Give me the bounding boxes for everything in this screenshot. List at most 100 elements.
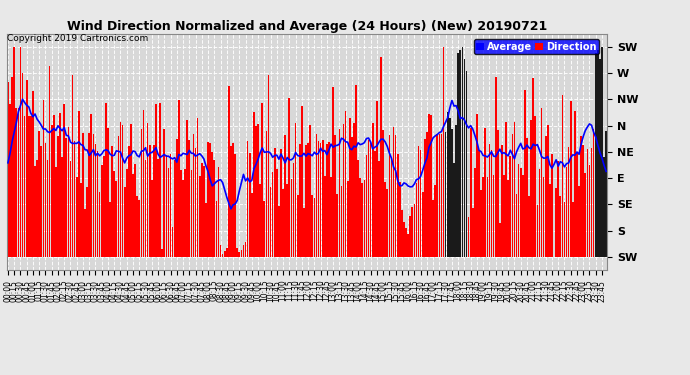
Bar: [589, 165, 591, 257]
Bar: [305, 146, 307, 257]
Bar: [374, 152, 375, 257]
Bar: [413, 204, 415, 257]
Bar: [55, 167, 57, 257]
Bar: [276, 170, 277, 257]
Bar: [45, 143, 46, 257]
Bar: [417, 147, 420, 257]
Bar: [489, 144, 491, 257]
Bar: [186, 120, 188, 257]
Bar: [345, 111, 346, 257]
Bar: [547, 125, 549, 257]
Bar: [286, 184, 288, 257]
Bar: [535, 116, 536, 257]
Bar: [422, 192, 424, 257]
Bar: [560, 195, 561, 257]
Bar: [362, 183, 363, 257]
Bar: [370, 142, 371, 257]
Bar: [411, 207, 413, 257]
Bar: [205, 203, 207, 257]
Bar: [164, 129, 165, 257]
Bar: [388, 135, 391, 257]
Bar: [207, 141, 209, 257]
Bar: [9, 104, 11, 257]
Bar: [509, 156, 511, 257]
Bar: [17, 108, 19, 257]
Bar: [97, 151, 99, 257]
Bar: [7, 82, 9, 257]
Bar: [166, 154, 167, 257]
Bar: [319, 143, 322, 257]
Bar: [551, 154, 553, 257]
Bar: [322, 140, 324, 257]
Bar: [161, 249, 163, 257]
Bar: [526, 138, 528, 257]
Bar: [188, 140, 190, 257]
Bar: [328, 142, 330, 257]
Bar: [555, 188, 557, 257]
Bar: [19, 47, 21, 257]
Bar: [505, 122, 507, 257]
Bar: [132, 174, 134, 257]
Bar: [30, 116, 32, 257]
Bar: [531, 120, 532, 257]
Bar: [278, 206, 279, 257]
Bar: [213, 160, 215, 257]
Bar: [593, 129, 595, 257]
Bar: [209, 143, 211, 257]
Bar: [601, 47, 603, 257]
Bar: [119, 122, 121, 257]
Bar: [545, 136, 546, 257]
Bar: [103, 156, 105, 257]
Bar: [426, 132, 428, 257]
Bar: [149, 145, 150, 257]
Bar: [309, 124, 311, 257]
Bar: [239, 252, 240, 257]
Bar: [326, 144, 328, 257]
Bar: [235, 154, 236, 257]
Bar: [564, 202, 565, 257]
Bar: [151, 180, 152, 257]
Bar: [347, 181, 348, 257]
Bar: [219, 245, 221, 257]
Bar: [595, 53, 597, 257]
Bar: [226, 248, 228, 257]
Bar: [584, 173, 586, 257]
Bar: [47, 160, 48, 257]
Bar: [341, 186, 342, 257]
Bar: [284, 135, 286, 257]
Bar: [478, 150, 480, 257]
Bar: [570, 101, 571, 257]
Bar: [78, 111, 79, 257]
Bar: [182, 180, 184, 257]
Bar: [420, 150, 422, 257]
Bar: [84, 209, 86, 257]
Bar: [170, 154, 171, 257]
Bar: [199, 177, 201, 257]
Bar: [393, 127, 395, 257]
Bar: [141, 129, 142, 257]
Bar: [533, 78, 534, 257]
Bar: [368, 140, 369, 257]
Bar: [524, 90, 526, 257]
Bar: [282, 189, 284, 257]
Bar: [449, 118, 451, 257]
Bar: [41, 147, 42, 257]
Bar: [513, 122, 515, 257]
Bar: [174, 160, 175, 257]
Bar: [168, 168, 169, 257]
Bar: [280, 150, 282, 257]
Bar: [145, 160, 146, 257]
Bar: [215, 201, 217, 257]
Bar: [337, 194, 338, 257]
Bar: [88, 134, 90, 257]
Bar: [245, 242, 246, 257]
Bar: [472, 209, 473, 257]
Bar: [111, 146, 113, 257]
Bar: [124, 187, 126, 257]
Bar: [95, 144, 97, 257]
Bar: [251, 193, 253, 257]
Bar: [184, 170, 186, 257]
Bar: [195, 148, 197, 257]
Bar: [237, 248, 238, 257]
Bar: [32, 91, 34, 257]
